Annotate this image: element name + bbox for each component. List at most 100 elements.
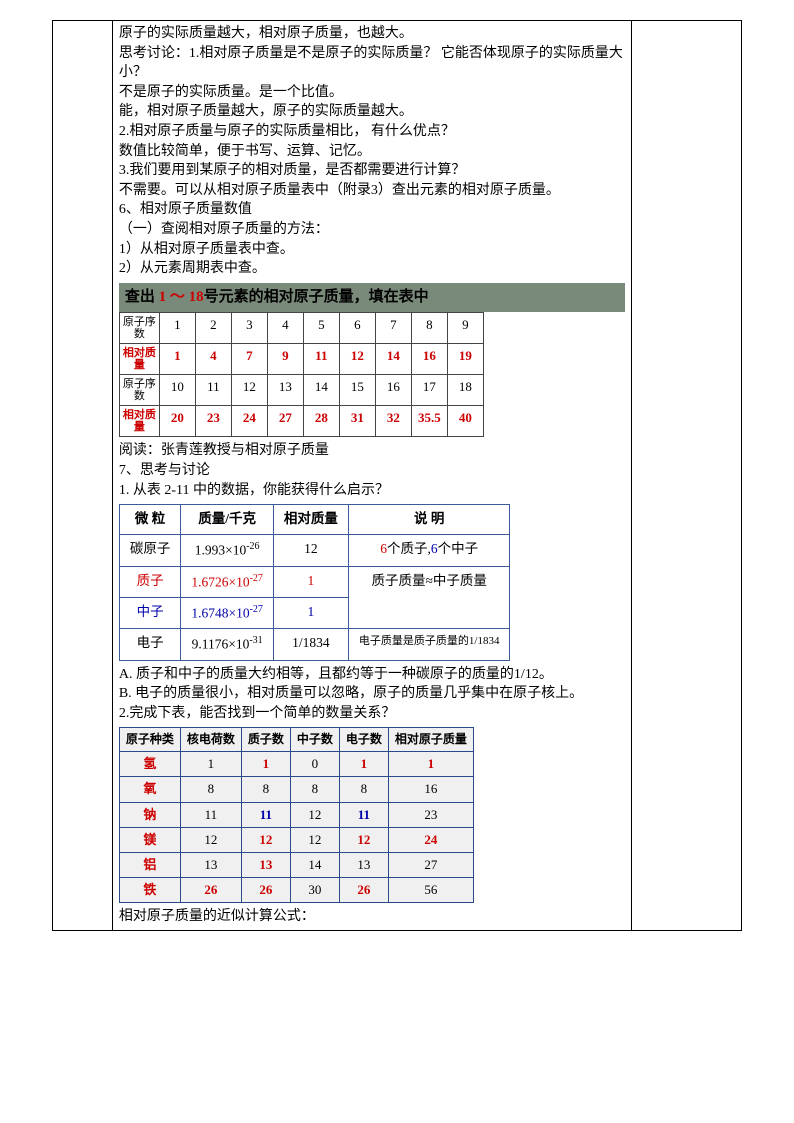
- mass-cell: 40: [447, 406, 483, 437]
- atab-cell: 1: [388, 752, 473, 777]
- atab-cell: 14: [290, 853, 339, 878]
- atab-cell: 1: [180, 752, 241, 777]
- atab-cell: 8: [339, 777, 388, 802]
- atab-cell: 13: [339, 853, 388, 878]
- atab-cell: 16: [388, 777, 473, 802]
- ptab-cell: 12: [273, 535, 348, 566]
- right-column: [632, 21, 742, 931]
- text-line: （一）查阅相对原子质量的方法：: [119, 220, 625, 240]
- atab-name: 镁: [119, 827, 180, 852]
- ptab-cell: 1: [273, 566, 348, 597]
- text-line: 2.相对原子质量与原子的实际质量相比， 有什么优点？: [119, 122, 625, 142]
- seq-cell: 14: [303, 375, 339, 406]
- atab-cell: 24: [388, 827, 473, 852]
- atab-cell: 12: [180, 827, 241, 852]
- mass-cell: 12: [339, 343, 375, 374]
- seq-cell: 13: [267, 375, 303, 406]
- atab-cell: 26: [241, 878, 290, 903]
- left-column: [53, 21, 113, 931]
- atab-header: 原子种类: [119, 728, 180, 752]
- ptab-cell: 电子: [119, 629, 181, 660]
- atab-cell: 27: [388, 853, 473, 878]
- atab-cell: 8: [290, 777, 339, 802]
- ptab-cell: 中子: [119, 597, 181, 628]
- atab-name: 铁: [119, 878, 180, 903]
- atab-cell: 8: [180, 777, 241, 802]
- seq-cell: 6: [339, 312, 375, 343]
- ptab-header: 微 粒: [119, 505, 181, 535]
- atab-cell: 13: [241, 853, 290, 878]
- row-label: 相对质量: [119, 343, 159, 374]
- seq-cell: 18: [447, 375, 483, 406]
- mass-cell: 32: [375, 406, 411, 437]
- text-line: 数值比较简单，便于书写、运算、记忆。: [119, 142, 625, 162]
- ptab-cell: 1: [273, 597, 348, 628]
- text-line: 能，相对原子质量越大，原子的实际质量越大。: [119, 102, 625, 122]
- mass-cell: 23: [195, 406, 231, 437]
- element-mass-title: 查出 1 ～ 18号元素的相对原子质量，填在表中: [119, 283, 625, 312]
- text-line: 7、思考与讨论: [119, 461, 625, 481]
- atab-header: 核电荷数: [180, 728, 241, 752]
- mass-cell: 24: [231, 406, 267, 437]
- atab-header: 质子数: [241, 728, 290, 752]
- row-label: 相对质量: [119, 406, 159, 437]
- seq-cell: 15: [339, 375, 375, 406]
- text-line: 2）从元素周期表中查。: [119, 259, 625, 279]
- mass-cell: 9: [267, 343, 303, 374]
- mass-cell: 7: [231, 343, 267, 374]
- atab-cell: 11: [339, 802, 388, 827]
- title-part: 查出: [125, 289, 159, 305]
- ptab-header: 相对质量: [273, 505, 348, 535]
- mass-cell: 4: [195, 343, 231, 374]
- atab-cell: 12: [339, 827, 388, 852]
- seq-cell: 16: [375, 375, 411, 406]
- atab-cell: 56: [388, 878, 473, 903]
- main-content-cell: 原子的实际质量越大，相对原子质量，也越大。 思考讨论：1.相对原子质量是不是原子…: [112, 21, 631, 931]
- mass-cell: 11: [303, 343, 339, 374]
- mass-cell: 14: [375, 343, 411, 374]
- seq-cell: 12: [231, 375, 267, 406]
- seq-cell: 9: [447, 312, 483, 343]
- atab-cell: 0: [290, 752, 339, 777]
- seq-cell: 7: [375, 312, 411, 343]
- row-label: 原子序数: [119, 375, 159, 406]
- text-line: 阅读：张青莲教授与相对原子质量: [119, 441, 625, 461]
- mass-cell: 20: [159, 406, 195, 437]
- atab-name: 氧: [119, 777, 180, 802]
- atab-cell: 23: [388, 802, 473, 827]
- text-line: 2.完成下表，能否找到一个简单的数量关系？: [119, 704, 625, 724]
- seq-cell: 11: [195, 375, 231, 406]
- mass-cell: 28: [303, 406, 339, 437]
- seq-cell: 3: [231, 312, 267, 343]
- atab-cell: 30: [290, 878, 339, 903]
- atom-type-table: 原子种类 核电荷数 质子数 中子数 电子数 相对原子质量 氢11011 氧888…: [119, 727, 474, 903]
- atab-cell: 11: [241, 802, 290, 827]
- text-line: B. 电子的质量很小，相对质量可以忽略，原子的质量几乎集中在原子核上。: [119, 684, 625, 704]
- text-line: 原子的实际质量越大，相对原子质量，也越大。: [119, 24, 625, 44]
- text-line: 3.我们要用到某原子的相对质量，是否都需要进行计算？: [119, 161, 625, 181]
- atab-cell: 8: [241, 777, 290, 802]
- mass-cell: 19: [447, 343, 483, 374]
- ptab-cell: 1.6748×10-27: [181, 597, 274, 628]
- ptab-cell: 质子: [119, 566, 181, 597]
- atab-cell: 26: [339, 878, 388, 903]
- atab-header: 中子数: [290, 728, 339, 752]
- mass-cell: 35.5: [411, 406, 447, 437]
- atab-cell: 13: [180, 853, 241, 878]
- atab-cell: 26: [180, 878, 241, 903]
- mass-cell: 16: [411, 343, 447, 374]
- ptab-cell: 6个质子,6个中子: [348, 535, 510, 566]
- element-mass-table: 原子序数 1 2 3 4 5 6 7 8 9 相对质量 1 4 7 9 11 1…: [119, 312, 484, 438]
- seq-cell: 17: [411, 375, 447, 406]
- seq-cell: 5: [303, 312, 339, 343]
- ptab-cell: 电子质量是质子质量的1/1834: [348, 629, 510, 660]
- ptab-cell: 9.1176×10-31: [181, 629, 274, 660]
- seq-cell: 1: [159, 312, 195, 343]
- ptab-header: 说 明: [348, 505, 510, 535]
- ptab-cell: 1/1834: [273, 629, 348, 660]
- atab-header: 相对原子质量: [388, 728, 473, 752]
- atab-name: 铝: [119, 853, 180, 878]
- text-line: 不需要。可以从相对原子质量表中（附录3）查出元素的相对原子质量。: [119, 181, 625, 201]
- atab-header: 电子数: [339, 728, 388, 752]
- seq-cell: 2: [195, 312, 231, 343]
